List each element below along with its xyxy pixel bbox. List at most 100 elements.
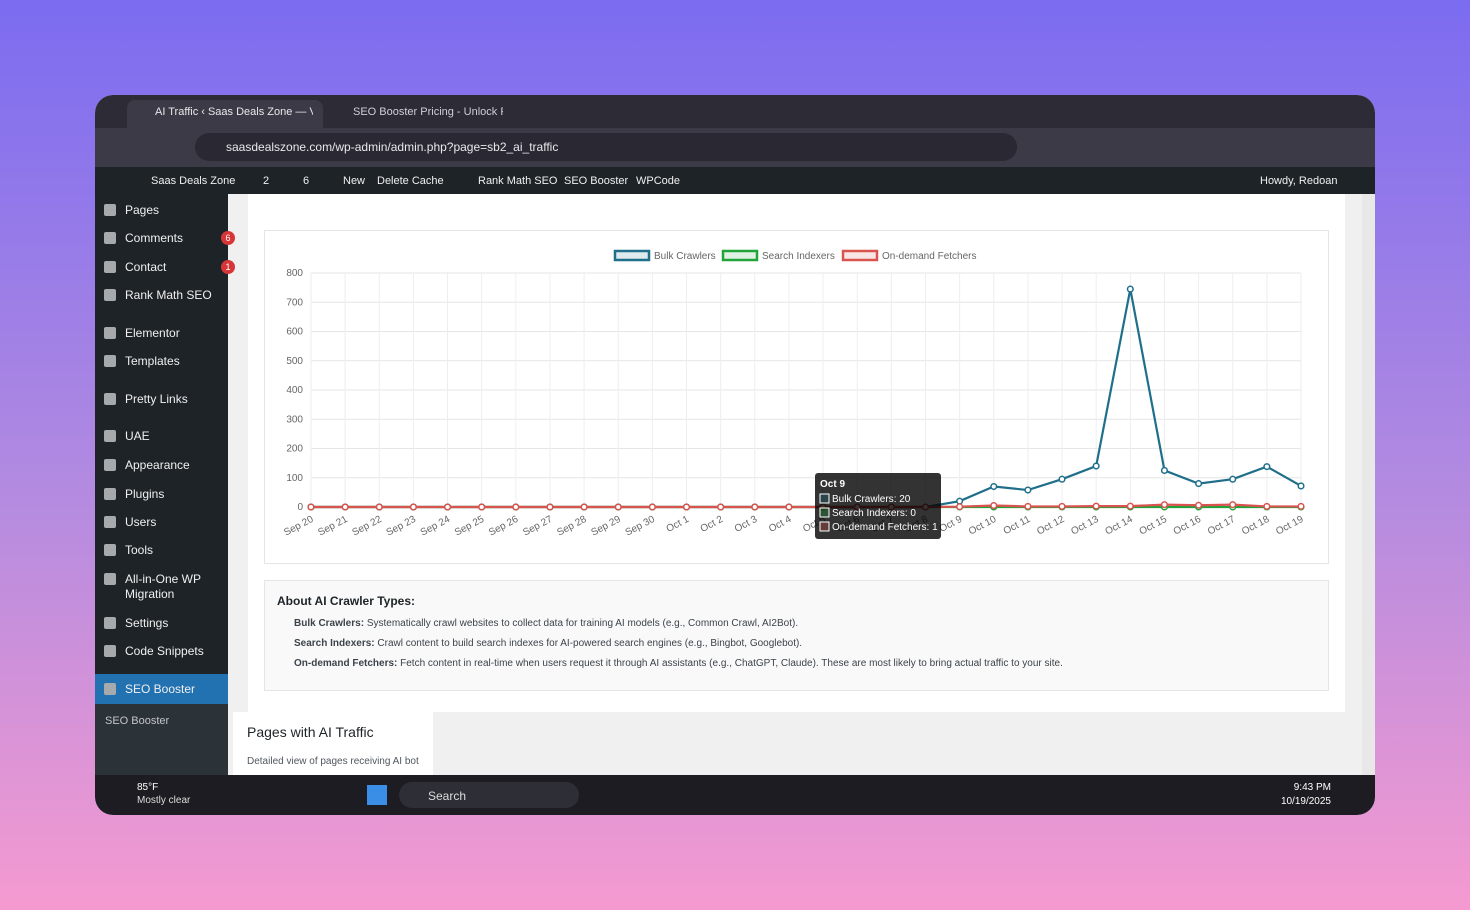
menu-icon <box>104 488 116 500</box>
menu-item[interactable]: Rank Math SEO <box>125 288 212 302</box>
data-point <box>1126 502 1134 510</box>
about-item: Search Indexers: Crawl content to build … <box>294 638 802 649</box>
y-tick-label: 300 <box>286 414 303 425</box>
search-box[interactable] <box>399 782 579 808</box>
weather-condition[interactable]: Mostly clear <box>137 795 191 806</box>
menu-active[interactable] <box>95 674 228 704</box>
menu-icon <box>104 645 116 657</box>
data-point <box>546 503 554 511</box>
admin-link[interactable]: New <box>343 175 366 187</box>
y-tick-label: 0 <box>297 502 303 513</box>
address-bar[interactable] <box>195 133 1017 161</box>
x-tick-label: Oct 15 <box>1138 514 1170 538</box>
tooltip-value: 0 <box>910 508 916 519</box>
submenu-item[interactable]: SEO Booster <box>105 715 170 727</box>
menu-item[interactable]: Code Snippets <box>125 644 204 658</box>
x-tick-label: Sep 22 <box>351 514 385 539</box>
comments-count[interactable]: 6 <box>303 175 310 187</box>
tooltip-name: Search Indexers <box>832 508 905 519</box>
about-box <box>264 580 1329 691</box>
tab[interactable] <box>127 100 323 128</box>
menu-item[interactable]: Plugins <box>125 487 165 501</box>
tooltip-value: 20 <box>899 494 911 505</box>
menu-item[interactable]: Tools <box>125 543 154 557</box>
series-line <box>311 503 1301 509</box>
start-button[interactable] <box>367 785 387 805</box>
x-tick-label: Oct 10 <box>967 514 999 538</box>
menu-icon <box>104 617 116 629</box>
data-point <box>682 503 691 511</box>
menu-item[interactable]: UAE <box>125 429 150 443</box>
menu-item[interactable]: Contact <box>125 260 167 274</box>
tab-title[interactable]: SEO Booster Pricing - Unlock P <box>353 106 503 118</box>
data-point <box>1195 501 1203 509</box>
menu-icon <box>104 261 116 273</box>
menu-item[interactable]: SEO Booster <box>125 682 196 696</box>
data-point <box>956 503 964 511</box>
legend-swatch <box>841 249 879 262</box>
tooltip: Oct 9 Bulk Crawlers: 20 Search Indexers: 0… <box>815 473 941 539</box>
updates-count[interactable]: 2 <box>263 175 270 187</box>
x-tick-label: Oct 17 <box>1206 514 1238 538</box>
clock-time: 9:43 PM <box>1293 782 1331 793</box>
menu-item[interactable]: All-in-One WP Migration <box>125 572 201 601</box>
x-tick-label: Oct 3 <box>733 514 760 535</box>
menu-item[interactable]: Pages <box>125 203 160 217</box>
about-title: About AI Crawler Types: <box>277 594 416 608</box>
menu-icon <box>104 516 116 528</box>
data-point <box>1263 502 1271 510</box>
data-point <box>1024 502 1032 510</box>
description: Fetch content in real-time when users re… <box>400 658 1063 669</box>
description: Crawl content to build search indexes fo… <box>377 638 803 649</box>
tab-title[interactable]: AI Traffic ‹ Saas Deals Zone — V <box>155 106 313 118</box>
data-point <box>1195 480 1203 488</box>
term: On-demand Fetchers: <box>294 658 398 669</box>
admin-link[interactable]: Rank Math SEO <box>478 175 558 187</box>
x-tick-label: Sep 24 <box>419 514 453 539</box>
x-tick-label: Sep 23 <box>385 514 419 539</box>
data-point <box>956 497 964 505</box>
menu-icon <box>104 289 116 301</box>
section-title: Pages with AI Traffic <box>247 724 374 740</box>
search-label[interactable]: Search <box>428 789 467 803</box>
data-point <box>409 503 417 511</box>
tooltip-swatch <box>819 521 830 532</box>
admin-link[interactable]: SEO Booster <box>564 175 629 187</box>
menu-icon <box>104 232 116 244</box>
data-point <box>1058 502 1066 510</box>
url[interactable]: saasdealszone.com/wp-admin/admin.php?pag… <box>226 140 559 154</box>
data-point <box>444 503 452 511</box>
menu-item[interactable]: Users <box>125 515 157 529</box>
legend-label: Bulk Crawlers <box>654 251 716 262</box>
menu-item[interactable]: Settings <box>125 616 169 630</box>
admin-bar <box>95 167 1375 194</box>
x-tick-label: Oct 9 <box>938 514 965 535</box>
admin-link[interactable]: WPCode <box>636 175 681 187</box>
menu-icon <box>104 204 116 216</box>
greeting[interactable]: Howdy, Redoan <box>1260 175 1338 187</box>
menu-item[interactable]: Appearance <box>125 458 190 472</box>
menu-item[interactable]: Elementor <box>125 326 180 340</box>
menu-item[interactable]: Pretty Links <box>125 392 188 406</box>
taskbar <box>95 775 1375 815</box>
y-tick-label: 400 <box>286 385 303 396</box>
data-point <box>1297 502 1305 510</box>
data-point <box>614 503 622 511</box>
legend-label: On-demand Fetchers <box>882 251 977 262</box>
x-tick-label: Sep 21 <box>316 514 350 539</box>
data-point <box>307 503 315 511</box>
browser-window: AI Traffic ‹ Saas Deals Zone — V SEO Boo… <box>95 95 1375 815</box>
weather-temp[interactable]: 85°F <box>137 782 159 793</box>
legend-swatch <box>721 249 759 262</box>
x-tick-label: Sep 28 <box>555 514 589 539</box>
legend-swatch <box>613 249 651 262</box>
term: Search Indexers: <box>294 638 375 649</box>
site-name[interactable]: Saas Deals Zone <box>151 175 236 187</box>
menu-item[interactable]: Templates <box>125 354 180 368</box>
about-item: On-demand Fetchers: Fetch content in rea… <box>294 658 1063 669</box>
data-point <box>717 503 725 511</box>
admin-link[interactable]: Delete Cache <box>377 175 444 187</box>
menu-item[interactable]: Comments <box>125 231 184 245</box>
